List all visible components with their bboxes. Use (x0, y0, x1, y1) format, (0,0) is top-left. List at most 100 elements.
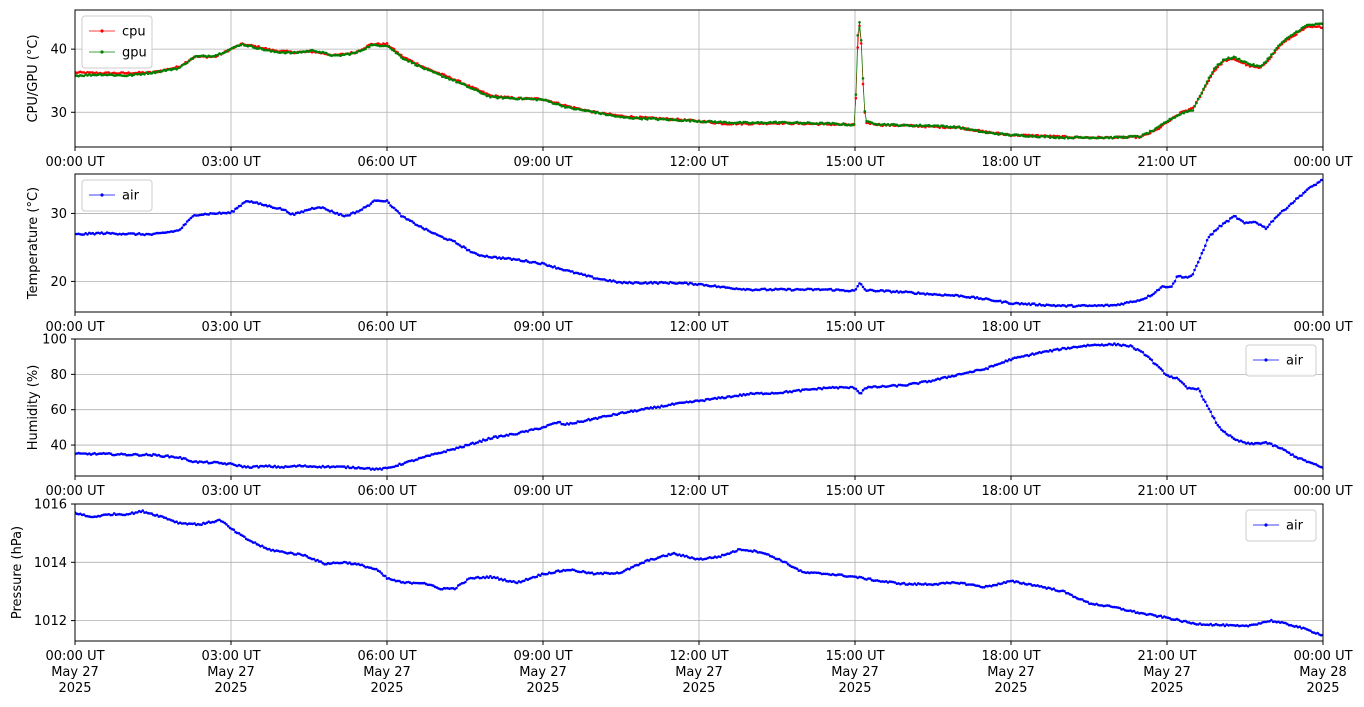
data-point (1086, 600, 1089, 604)
data-point (482, 90, 485, 94)
data-point (1163, 372, 1166, 375)
legend-marker (100, 29, 104, 33)
data-point (1209, 410, 1212, 414)
data-point (1220, 224, 1223, 228)
data-point (476, 441, 480, 444)
data-point (392, 49, 396, 52)
data-point (1175, 376, 1179, 380)
data-point (854, 93, 858, 96)
legend: air (1245, 344, 1317, 377)
data-point (1155, 364, 1159, 367)
data-point (1266, 225, 1269, 229)
data-point (1287, 37, 1291, 41)
data-point (1293, 32, 1296, 35)
data-point (1237, 57, 1241, 61)
data-point (1111, 343, 1114, 347)
x-tick-label: 09:00 UT (513, 484, 572, 499)
data-point (1204, 400, 1207, 404)
data-point (79, 452, 82, 455)
data-point (1081, 303, 1084, 307)
data-point (1225, 58, 1228, 61)
data-point (1202, 87, 1205, 91)
x-tick-label-year: 2025 (526, 681, 559, 696)
data-point (464, 580, 467, 584)
data-point (515, 581, 519, 585)
data-point (1009, 358, 1013, 362)
data-point (1204, 244, 1207, 247)
data-point (1261, 63, 1264, 67)
data-point (253, 541, 257, 544)
data-point (1271, 219, 1275, 223)
series-gpu (75, 21, 1323, 140)
data-point (1286, 206, 1289, 210)
data-point (1214, 421, 1218, 425)
data-point (1134, 136, 1138, 140)
data-point (1318, 25, 1321, 28)
data-point (799, 389, 802, 393)
data-point (1189, 109, 1193, 112)
data-point (173, 456, 177, 459)
data-point (1132, 347, 1136, 350)
data-point (499, 577, 503, 581)
x-tick-label: 00:00 UT (1293, 320, 1352, 335)
data-point (123, 232, 127, 236)
data-point (999, 299, 1002, 303)
data-point (1220, 61, 1223, 64)
data-point (1293, 200, 1296, 203)
data-point (1275, 215, 1278, 219)
data-point (398, 579, 401, 583)
x-tick-label: 09:00 UT (513, 155, 572, 170)
y-tick-label: 1016 (34, 498, 67, 513)
data-point (1065, 135, 1068, 139)
data-point (387, 45, 391, 48)
data-point (348, 214, 351, 217)
x-tick-label: 12:00 UT (669, 320, 728, 335)
data-point (1157, 125, 1161, 128)
data-point (116, 73, 120, 77)
data-point (216, 53, 219, 57)
data-point (191, 57, 194, 60)
data-point (1298, 29, 1302, 32)
data-point (917, 382, 920, 386)
data-point (1223, 221, 1227, 224)
data-point (1275, 444, 1278, 448)
data-point (417, 64, 421, 67)
legend-marker (1264, 358, 1268, 362)
data-point (1302, 191, 1305, 195)
data-point (1241, 220, 1245, 223)
data-point (175, 68, 178, 71)
data-point (1150, 293, 1154, 297)
data-point (1073, 595, 1077, 599)
data-point (1275, 47, 1278, 50)
y-tick-label: 30 (50, 106, 67, 121)
data-point (1303, 190, 1307, 193)
data-point (1170, 285, 1173, 288)
series-air (75, 509, 1323, 637)
data-point (958, 125, 961, 128)
data-point (1193, 268, 1196, 272)
data-point (1200, 91, 1204, 95)
data-point (1205, 238, 1209, 242)
x-tick-label: 00:00 UT (45, 155, 104, 170)
data-point (1195, 264, 1198, 268)
panel-3: 40 60 80 100 00:00 UT 03:00 UT 06:00 UT 09:00 U… (26, 333, 1353, 500)
data-point (367, 466, 371, 470)
data-point (186, 61, 189, 65)
data-point (842, 122, 845, 125)
data-point (125, 513, 128, 516)
data-point (1109, 135, 1113, 139)
data-point (129, 512, 132, 516)
data-point (995, 299, 998, 303)
data-point (699, 399, 703, 402)
data-point (637, 563, 640, 567)
data-point (1212, 416, 1216, 420)
data-point (1200, 395, 1204, 398)
data-point (282, 466, 285, 469)
data-point (257, 466, 260, 469)
data-point (129, 232, 132, 235)
data-point (330, 209, 334, 213)
data-point (364, 47, 367, 51)
data-point (736, 394, 740, 398)
x-tick-label: 18:00 UT (981, 649, 1040, 664)
